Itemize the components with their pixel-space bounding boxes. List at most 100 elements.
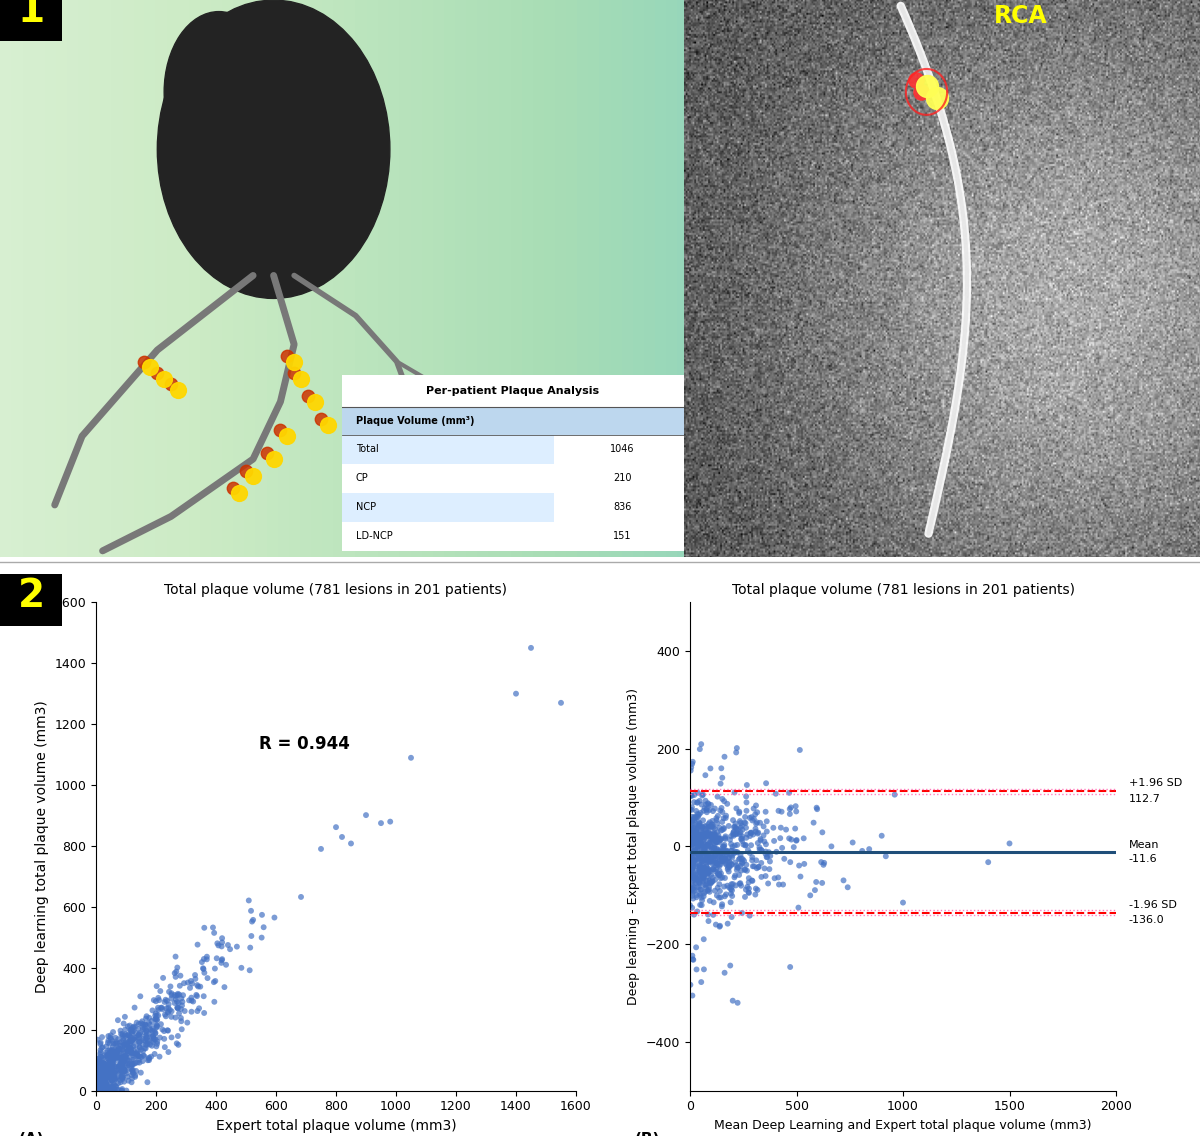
Point: [126, 1062, 145, 1080]
Point: [236, 461, 256, 479]
Point: [182, 1003, 202, 1021]
Point: [694, 871, 713, 889]
Point: [689, 817, 708, 835]
Point: [97, 1081, 116, 1100]
Point: [104, 1055, 124, 1074]
Point: [130, 1047, 149, 1066]
Point: [704, 818, 724, 836]
Point: [102, 1055, 121, 1074]
Point: [110, 1063, 130, 1081]
Point: [721, 827, 740, 845]
Point: [683, 860, 702, 878]
Point: [680, 846, 700, 864]
Point: [102, 1059, 121, 1077]
Point: [158, 999, 178, 1017]
Point: [140, 1020, 160, 1038]
Point: [120, 1031, 139, 1050]
Point: [776, 820, 796, 838]
Point: [113, 1041, 132, 1059]
Point: [180, 979, 199, 997]
Point: [757, 849, 776, 867]
Point: [683, 872, 702, 891]
Point: [698, 827, 718, 845]
Point: [194, 960, 214, 978]
Point: [689, 835, 708, 853]
Point: [120, 1027, 139, 1045]
Point: [683, 877, 702, 895]
Point: [182, 975, 202, 993]
Point: [204, 924, 223, 942]
Point: [121, 1028, 140, 1046]
Point: [198, 969, 217, 987]
Text: -1.96 SD: -1.96 SD: [1129, 901, 1177, 910]
Point: [89, 1081, 108, 1100]
Point: [101, 1069, 120, 1087]
Point: [121, 1020, 140, 1038]
Point: [86, 1081, 106, 1100]
Point: [106, 1071, 125, 1089]
Point: [703, 824, 722, 842]
Point: [114, 1042, 133, 1060]
Point: [727, 740, 746, 758]
Point: [292, 888, 311, 907]
Point: [692, 892, 712, 910]
Point: [90, 1081, 109, 1100]
Point: [752, 868, 772, 886]
Point: [90, 1076, 109, 1094]
Point: [686, 824, 706, 842]
Point: [100, 1081, 119, 1100]
Point: [688, 832, 707, 850]
Point: [684, 852, 703, 870]
Point: [144, 1033, 163, 1051]
Point: [149, 1001, 168, 1019]
Point: [713, 868, 732, 886]
Point: [709, 843, 728, 861]
Point: [685, 845, 704, 863]
Point: [690, 862, 709, 880]
Point: [120, 1055, 139, 1074]
Point: [168, 1027, 187, 1045]
Point: [685, 786, 704, 804]
Point: [743, 824, 762, 842]
Point: [107, 1062, 126, 1080]
Point: [684, 857, 703, 875]
Point: [134, 1046, 154, 1064]
Point: [100, 1068, 119, 1086]
Point: [96, 1056, 115, 1075]
Point: [691, 857, 710, 875]
Point: [91, 1076, 110, 1094]
Point: [691, 833, 710, 851]
Point: [133, 1016, 152, 1034]
Point: [682, 817, 701, 835]
Point: [764, 832, 784, 850]
Point: [694, 811, 713, 829]
Point: [686, 960, 706, 978]
Point: [90, 1067, 109, 1085]
Point: [134, 1047, 154, 1066]
Title: Total plaque volume (781 lesions in 201 patients): Total plaque volume (781 lesions in 201 …: [732, 583, 1074, 596]
Point: [688, 827, 707, 845]
Point: [180, 992, 199, 1010]
Point: [94, 1072, 113, 1091]
Point: [103, 1064, 122, 1083]
Point: [704, 825, 724, 843]
Point: [102, 1062, 121, 1080]
Point: [96, 1081, 115, 1100]
Point: [690, 815, 709, 833]
Point: [751, 832, 770, 850]
Point: [125, 1030, 144, 1049]
Point: [101, 1052, 120, 1070]
Point: [103, 1068, 122, 1086]
Point: [101, 1075, 120, 1093]
Point: [700, 861, 719, 879]
Point: [732, 829, 751, 847]
Point: [131, 1025, 150, 1043]
Point: [90, 1056, 109, 1075]
Point: [736, 861, 755, 879]
Point: [98, 1047, 118, 1066]
Point: [89, 1081, 108, 1100]
Point: [703, 868, 722, 886]
Point: [787, 802, 806, 820]
Point: [139, 1014, 158, 1033]
Point: [155, 1038, 174, 1056]
